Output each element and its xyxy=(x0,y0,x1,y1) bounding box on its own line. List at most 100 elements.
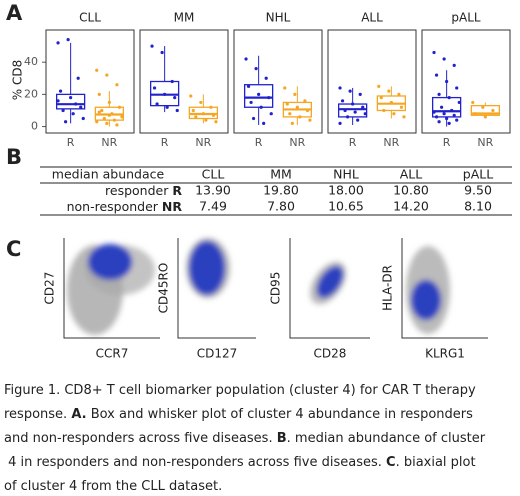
point xyxy=(445,79,449,84)
caption-text: and non-responders across five diseases. xyxy=(4,431,277,446)
point xyxy=(95,120,99,124)
strip-label: NHL xyxy=(266,11,291,25)
y-tick-label: 20 xyxy=(24,87,38,100)
point xyxy=(399,105,404,109)
table-header: NHL xyxy=(333,167,359,182)
point xyxy=(358,92,362,96)
strip-label: CLL xyxy=(79,11,101,25)
point xyxy=(346,115,350,119)
point xyxy=(402,115,406,119)
point xyxy=(377,84,381,88)
table-cell: 7.49 xyxy=(199,199,227,214)
point xyxy=(112,118,116,122)
table-cell: 9.50 xyxy=(464,183,492,198)
point xyxy=(246,84,251,88)
point xyxy=(105,121,109,125)
point xyxy=(450,108,454,113)
caption-line: and non-responders across five diseases.… xyxy=(4,431,486,446)
point xyxy=(340,99,345,103)
row-label: responder R xyxy=(105,183,182,198)
caption-text: C xyxy=(386,455,396,470)
point xyxy=(262,121,266,125)
row-label-bold: R xyxy=(172,183,182,198)
point xyxy=(175,108,179,113)
x-axis-label: CD28 xyxy=(314,347,347,361)
point xyxy=(257,92,261,96)
point xyxy=(71,112,75,116)
table-cell: 13.90 xyxy=(195,183,231,198)
x-tick-label: NR xyxy=(101,136,117,149)
point xyxy=(244,57,248,61)
facet-frame xyxy=(421,29,511,134)
point xyxy=(308,118,312,122)
x-tick-label: R xyxy=(349,136,357,149)
point xyxy=(56,99,60,103)
point xyxy=(74,102,78,106)
point xyxy=(442,112,446,116)
facet-frame xyxy=(327,29,417,134)
point xyxy=(382,108,386,113)
x-axis-label: CD127 xyxy=(197,347,238,361)
point xyxy=(348,89,352,93)
point xyxy=(259,105,263,109)
point xyxy=(455,118,459,122)
point xyxy=(97,110,101,114)
x-tick-label: R xyxy=(161,136,169,149)
y-tick-label: 40 xyxy=(24,55,38,68)
x-tick-label: NR xyxy=(477,136,493,149)
point xyxy=(434,73,439,77)
table-header: ALL xyxy=(400,167,423,182)
panel-label: A xyxy=(6,1,23,25)
point xyxy=(455,86,459,90)
strip-label: ALL xyxy=(361,11,383,25)
row-label-text: non-responder xyxy=(67,199,159,214)
point xyxy=(79,105,83,109)
point xyxy=(361,105,365,109)
caption-text: Box and whisker plot of cluster 4 abunda… xyxy=(87,407,474,422)
caption-line: Figure 1. CD8+ T cell biomarker populati… xyxy=(4,383,476,398)
point xyxy=(204,118,208,122)
row-label-bold: NR xyxy=(162,199,182,214)
table-header: CLL xyxy=(202,167,225,182)
point xyxy=(389,100,393,105)
point xyxy=(290,121,294,125)
point xyxy=(58,89,63,93)
caption-text: A. xyxy=(71,407,86,422)
box xyxy=(470,104,501,116)
point xyxy=(56,41,60,45)
point xyxy=(249,100,253,105)
point xyxy=(69,95,73,100)
x-tick-label: NR xyxy=(383,136,399,149)
point xyxy=(254,67,258,71)
point xyxy=(442,57,446,61)
point xyxy=(252,116,256,121)
x-tick-label: R xyxy=(443,136,451,149)
point xyxy=(379,95,383,100)
caption-line: response. A. Box and whisker plot of clu… xyxy=(4,407,473,422)
x-tick-label: R xyxy=(67,136,75,149)
point xyxy=(343,108,347,113)
point xyxy=(264,76,268,80)
point xyxy=(199,100,203,105)
point xyxy=(211,113,216,117)
point xyxy=(392,112,396,116)
point xyxy=(107,113,111,117)
point xyxy=(61,108,65,113)
point xyxy=(298,115,302,119)
point xyxy=(363,112,367,116)
caption: Figure 1. CD8+ T cell biomarker populati… xyxy=(4,383,486,494)
point xyxy=(447,95,451,100)
point xyxy=(437,120,441,124)
table-cell: 19.80 xyxy=(263,183,299,198)
x-axis-label: KLRG1 xyxy=(425,347,465,361)
facet-frame xyxy=(45,29,135,134)
point xyxy=(95,68,99,72)
point xyxy=(473,112,477,116)
point xyxy=(115,83,119,87)
caption-line: 4 in responders and non-responders acros… xyxy=(4,455,476,470)
row-label-text: responder xyxy=(105,183,169,198)
point xyxy=(338,86,342,90)
y-tick-label: 0 xyxy=(31,120,38,133)
panel-label: C xyxy=(6,237,21,261)
